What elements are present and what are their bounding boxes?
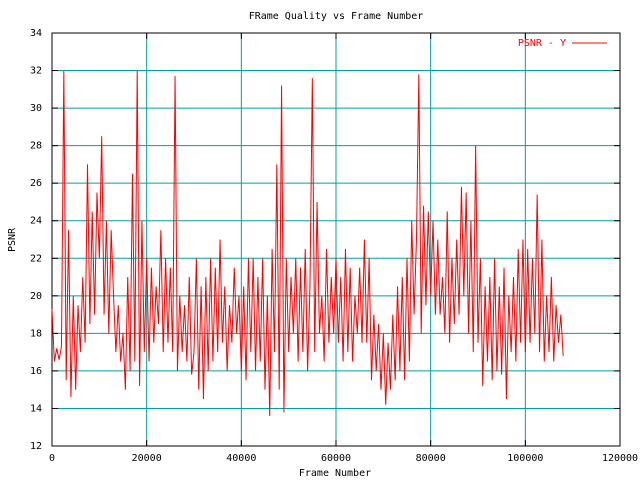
y-tick-label: 32 bbox=[30, 66, 42, 77]
x-tick-label: 100000 bbox=[507, 453, 543, 464]
y-tick-label: 20 bbox=[30, 291, 42, 302]
x-tick-label: 120000 bbox=[602, 453, 638, 464]
x-tick-label: 40000 bbox=[226, 453, 256, 464]
y-tick-label: 26 bbox=[30, 178, 42, 189]
plot-frame bbox=[51, 32, 621, 447]
legend-label: PSNR - Y bbox=[518, 38, 566, 49]
chart-title: FRame Quality vs Frame Number bbox=[249, 11, 424, 22]
x-axis-label: Frame Number bbox=[299, 468, 371, 479]
y-tick-label: 34 bbox=[30, 28, 42, 39]
y-tick-label: 18 bbox=[30, 328, 42, 339]
y-tick-label: 16 bbox=[30, 366, 42, 377]
x-tick-label: 0 bbox=[49, 453, 55, 464]
x-tick-label: 80000 bbox=[416, 453, 446, 464]
data-line bbox=[51, 70, 564, 416]
y-axis-label: PSNR bbox=[7, 227, 18, 252]
y-tick-label: 30 bbox=[30, 103, 42, 114]
y-tick-label: 14 bbox=[30, 403, 42, 414]
y-tick-label: 12 bbox=[30, 441, 42, 452]
y-tick-label: 22 bbox=[30, 253, 42, 264]
y-tick-label: 28 bbox=[30, 141, 42, 152]
x-tick-label: 60000 bbox=[321, 453, 351, 464]
x-tick-label: 20000 bbox=[132, 453, 162, 464]
y-tick-label: 24 bbox=[30, 216, 42, 227]
